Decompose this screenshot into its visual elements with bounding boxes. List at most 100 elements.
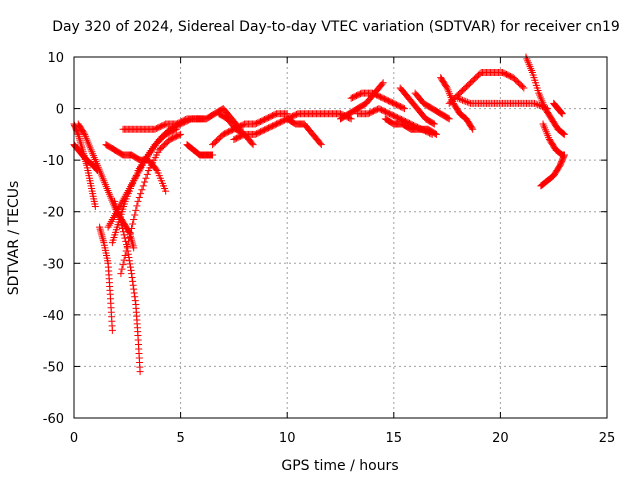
y-tick-label: -60 [43,412,64,427]
data-point [468,124,476,132]
data-point [249,141,257,149]
data-point [76,136,84,144]
data-point [469,125,477,133]
data-point [560,130,568,138]
x-tick-label: 15 [386,431,403,446]
data-point [558,109,566,117]
data-point [134,197,142,205]
data-point [531,99,539,107]
y-tick-labels: -60 -50 -40 -30 -20 -10 0 10 [43,51,64,427]
series-arc-8 [117,130,185,278]
data-point [454,94,462,102]
data-point [119,224,127,232]
data-point [560,151,568,159]
data-point [131,293,139,301]
data-point [122,247,130,255]
data-point [442,83,450,91]
data-point [445,115,453,123]
data-point [137,190,145,198]
series-arc-31 [537,151,568,190]
axis-ticks [73,56,608,419]
series-arc-14 [209,110,291,149]
data-point [378,80,386,88]
data-point [118,221,126,229]
data-point [429,119,437,127]
data-point [520,84,528,92]
data-point [455,95,463,103]
series-arc-22 [381,115,440,138]
data-point [248,139,256,147]
data-point [129,277,137,285]
series-arc-29 [550,99,566,118]
data-point [133,202,141,210]
series-arc-16 [215,110,257,149]
data-point [120,256,128,264]
data-point [557,108,565,116]
series-arc-28 [522,53,568,138]
data-point [141,178,149,186]
data-point [460,97,468,105]
data-point [120,231,128,239]
data-point [465,99,473,107]
data-point [152,165,160,173]
data-point [534,101,542,109]
data-point [125,257,133,265]
data-point [128,273,136,281]
x-tick-labels: 0 5 10 15 20 25 [70,431,615,446]
series-arc-4 [96,223,116,334]
data-point [97,229,105,237]
data-point [75,134,83,142]
x-tick-label: 20 [492,431,509,446]
data-point [143,170,151,178]
data-point [444,114,452,122]
series-arc-11 [134,115,206,174]
data-point [379,79,387,87]
data-point [129,220,137,228]
data-point [177,130,185,138]
data-point [97,227,105,235]
data-point [128,224,136,232]
series-arc-24 [411,89,453,123]
data-point [124,238,132,246]
data-point [138,186,146,194]
data-point [126,229,134,237]
series-arc-23 [396,84,438,128]
data-point [130,285,138,293]
data-point [130,215,138,223]
data-point [129,281,137,289]
data-point [117,270,125,278]
data-point [130,244,138,252]
x-tick-label: 0 [70,431,78,446]
y-tick-label: -30 [43,257,64,272]
data-point [316,139,324,147]
data-point [96,225,104,233]
data-point [131,211,139,219]
series-arc-27 [454,94,551,113]
data-point [126,263,134,271]
y-tick-label: -50 [43,360,64,375]
data-point [91,203,99,211]
data-point [431,130,439,138]
series-arc-20 [347,89,408,113]
data-point [121,234,129,242]
data-point [98,233,106,241]
plot-frame [73,56,608,419]
data-point [119,228,127,236]
series-arc-25 [437,74,477,133]
data-point [560,152,568,160]
x-axis-title: GPS time / hours [281,458,398,474]
x-tick-label: 10 [279,431,296,446]
data-point [399,104,407,112]
y-tick-label: 0 [56,103,64,118]
data-point [74,129,82,137]
data-point [209,151,217,159]
y-axis-title: SDTVAR / TECUs [6,181,22,296]
data-point [430,120,438,128]
data-point [136,368,144,376]
y-tick-label: 10 [47,51,64,66]
data-point [125,234,133,241]
data-point [559,129,567,137]
data-point [462,97,470,105]
y-tick-label: -20 [43,206,64,221]
